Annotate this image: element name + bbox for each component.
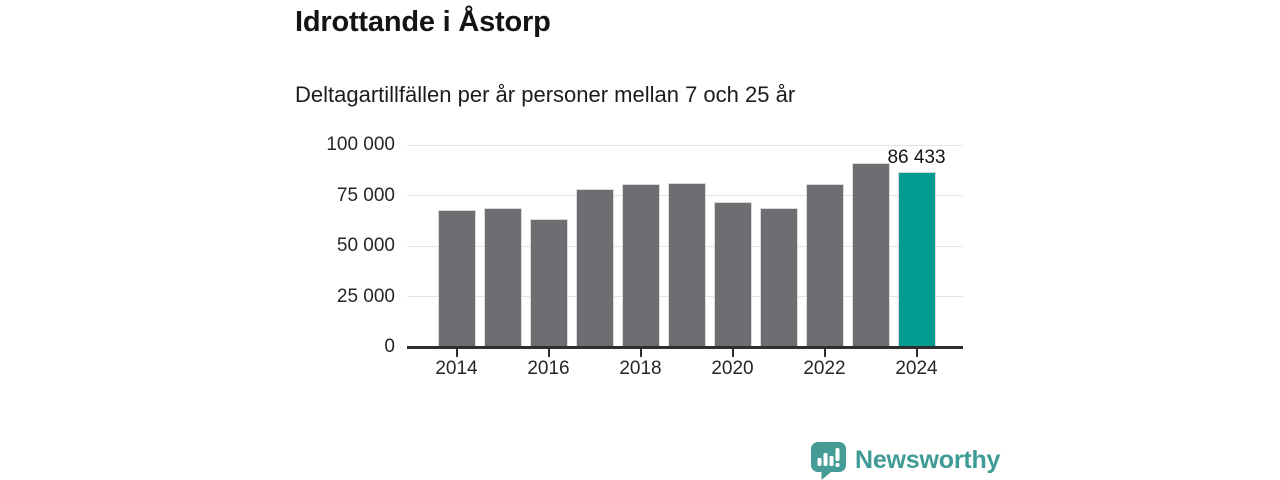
- bar-2020: [713, 201, 752, 347]
- x-axis-tick: [731, 348, 734, 357]
- newsworthy-logo-icon: [808, 440, 848, 480]
- bar-2024: [897, 172, 936, 347]
- y-gridline: [407, 144, 963, 146]
- bar-2017: [575, 189, 614, 347]
- bar-2022: [805, 183, 844, 347]
- y-axis-tick-label: 25 000: [336, 285, 395, 307]
- x-axis-tick: [915, 348, 918, 357]
- x-axis-tick: [639, 348, 642, 357]
- bar-2021: [759, 208, 798, 347]
- newsworthy-branding: Newsworthy: [808, 440, 1000, 480]
- x-axis-tick: [547, 348, 550, 357]
- y-axis-tick-label: 50 000: [336, 235, 395, 256]
- highlight-value-label: 86 433: [887, 147, 946, 169]
- x-axis-tick: [455, 348, 458, 357]
- bar-2023: [851, 163, 890, 347]
- bar-2019: [667, 182, 706, 347]
- chart-subtitle: Deltagartillfällen per år personer mella…: [295, 82, 796, 107]
- bar-2015: [483, 208, 522, 347]
- x-axis-line: [407, 345, 963, 349]
- bar-2016: [529, 218, 568, 347]
- x-axis-tick-label: 2018: [619, 358, 662, 379]
- y-axis-tick-label: 0: [384, 336, 395, 357]
- x-axis-tick-label: 2014: [435, 358, 478, 379]
- newsworthy-logo-text: Newsworthy: [855, 445, 1001, 474]
- x-axis-tick: [823, 348, 826, 357]
- x-axis-tick-label: 2020: [711, 358, 754, 379]
- y-axis-tick-label: 100 000: [326, 134, 395, 155]
- x-axis-tick-label: 2016: [527, 358, 570, 379]
- chart-title: Idrottande i Åstorp: [295, 6, 551, 38]
- x-axis-tick-label: 2022: [803, 358, 846, 379]
- y-axis-tick-label: 75 000: [336, 184, 395, 206]
- bar-2018: [621, 184, 660, 347]
- x-axis-tick-label: 2024: [895, 358, 938, 379]
- bar-2014: [437, 210, 476, 347]
